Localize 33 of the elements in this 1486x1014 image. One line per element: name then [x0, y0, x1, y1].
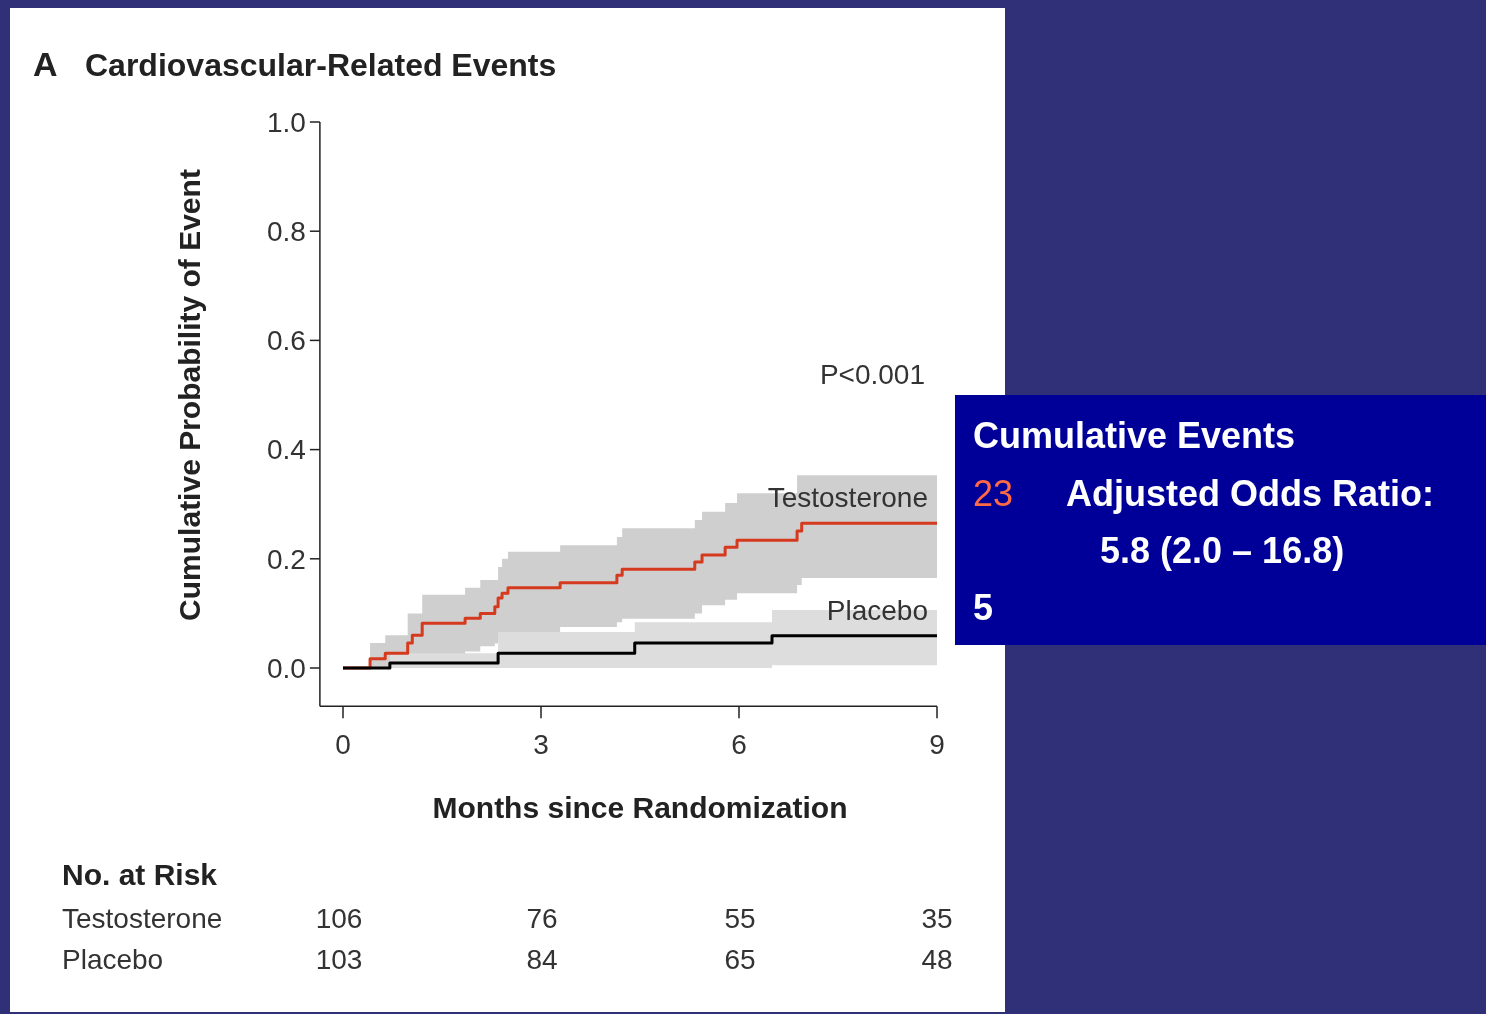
text: A [33, 45, 58, 83]
x-tick-label: 3 [533, 729, 549, 761]
text: 106 [315, 903, 363, 934]
y-tick-label: 0.6 [266, 325, 306, 357]
series-label: Testosterone [767, 482, 928, 514]
x-tick-label: 9 [929, 729, 945, 761]
x-tick-label: 6 [731, 729, 747, 761]
text: 84 [526, 944, 558, 975]
x-tick-label: 0 [335, 729, 351, 761]
x-axis-title: Months since Randomization [432, 791, 848, 824]
text: 55 [724, 903, 756, 934]
text: 65 [724, 944, 756, 975]
text: 76 [526, 903, 558, 934]
chart-title: Cardiovascular-Related Events [85, 47, 557, 83]
text: Adjusted Odds Ratio: [1066, 473, 1434, 514]
text: 48 [921, 944, 953, 975]
text: 5 [973, 587, 994, 628]
y-tick-label: 0.4 [266, 434, 306, 466]
annotation: P<0.001 [819, 359, 925, 390]
y-tick-label: 0.0 [266, 652, 306, 684]
y-tick-label: 0.8 [266, 216, 306, 247]
text: No. at Risk [62, 858, 218, 891]
y-tick-label: 0.2 [266, 543, 306, 575]
text: 5.8 (2.0 – 16.8) [1100, 530, 1345, 571]
series-label: Placebo [826, 594, 928, 626]
y-tick-label: 1.0 [266, 106, 306, 138]
text: 23 [973, 473, 1014, 514]
text: 35 [921, 903, 953, 934]
text: Placebo [62, 944, 164, 975]
y-axis-title: Cumulative Probability of Event [173, 169, 206, 621]
text: Testosterone [62, 903, 223, 934]
text: 103 [315, 944, 363, 975]
text: Cumulative Events [973, 415, 1296, 456]
